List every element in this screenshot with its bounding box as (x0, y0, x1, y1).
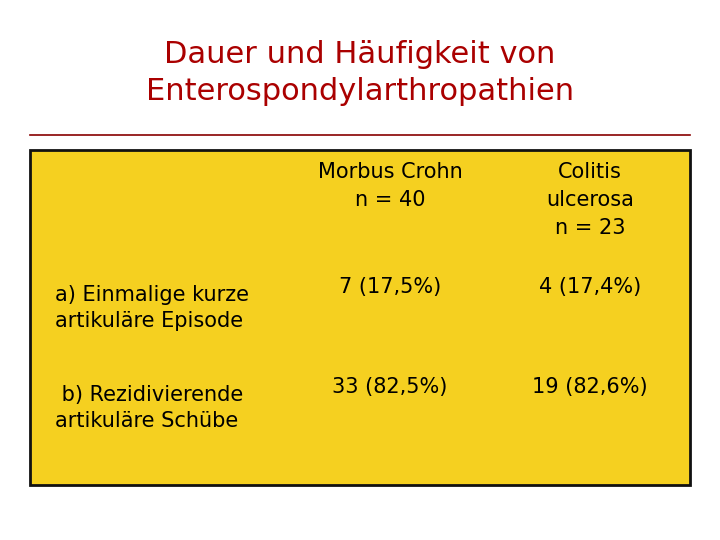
Text: 4 (17,4%): 4 (17,4%) (539, 277, 641, 297)
Text: 19 (82,6%): 19 (82,6%) (532, 377, 648, 397)
FancyBboxPatch shape (30, 150, 690, 485)
Text: b) Rezidivierende
artikuläre Schübe: b) Rezidivierende artikuläre Schübe (55, 385, 243, 431)
Text: Morbus Crohn
n = 40: Morbus Crohn n = 40 (318, 162, 462, 210)
Text: 33 (82,5%): 33 (82,5%) (333, 377, 448, 397)
Text: Dauer und Häufigkeit von: Dauer und Häufigkeit von (164, 40, 556, 69)
Text: Enterospondylarthropathien: Enterospondylarthropathien (146, 77, 574, 106)
Text: a) Einmalige kurze
artikuläre Episode: a) Einmalige kurze artikuläre Episode (55, 285, 249, 332)
Text: 7 (17,5%): 7 (17,5%) (339, 277, 441, 297)
Text: Colitis
ulcerosa
n = 23: Colitis ulcerosa n = 23 (546, 162, 634, 238)
